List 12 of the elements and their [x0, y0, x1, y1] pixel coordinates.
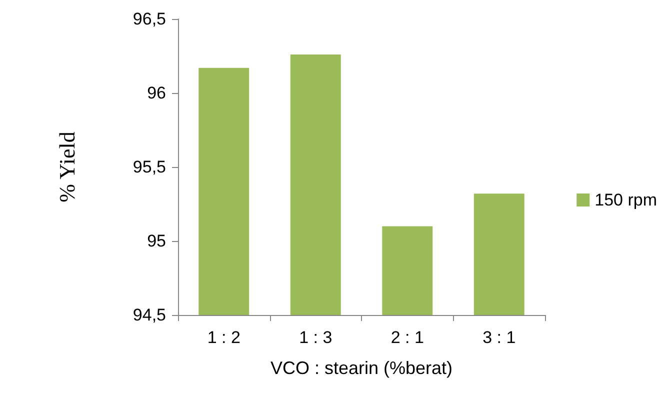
x-tick-label: 1 : 3 [299, 328, 332, 347]
y-tick-label: 95,5 [132, 158, 166, 176]
x-tick-label: 1 : 2 [207, 328, 240, 347]
y-tick-label: 95 [147, 232, 166, 250]
legend-label: 150 rpm [594, 190, 658, 210]
y-tick-label: 96 [147, 84, 166, 102]
y-tick-label: 94,5 [132, 306, 166, 324]
x-tick-label: 3 : 1 [482, 328, 516, 347]
y-tick-label: 96,5 [132, 10, 166, 28]
x-axis-title: VCO : stearin (%berat) [270, 358, 453, 378]
y-axis-title: % Yield [54, 132, 80, 202]
x-tick-label: 2 : 1 [390, 328, 424, 347]
